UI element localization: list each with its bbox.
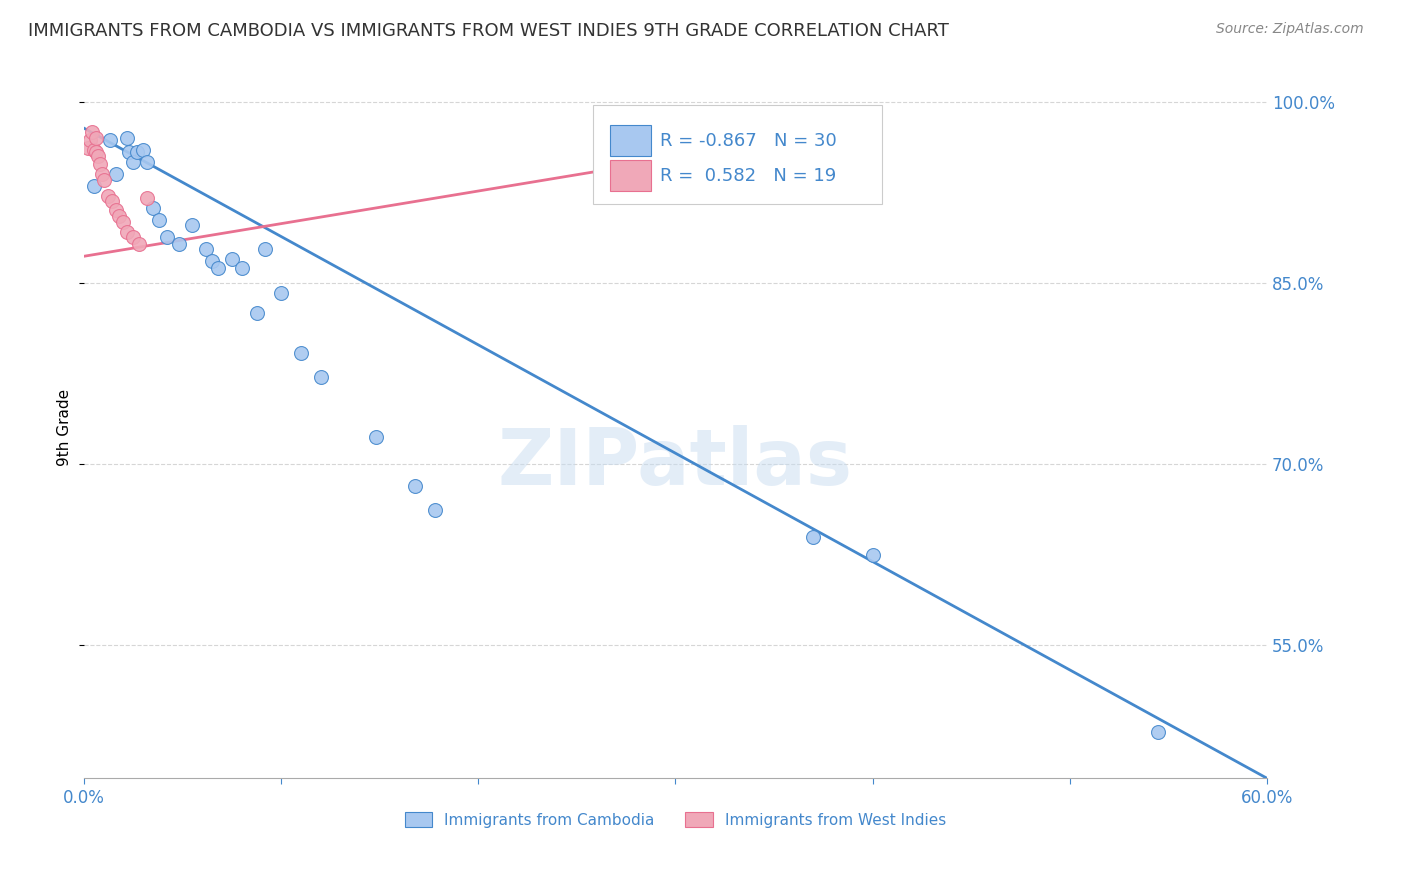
Text: Source: ZipAtlas.com: Source: ZipAtlas.com xyxy=(1216,22,1364,37)
FancyBboxPatch shape xyxy=(610,125,651,156)
Y-axis label: 9th Grade: 9th Grade xyxy=(58,389,72,467)
Point xyxy=(80,125,103,139)
Point xyxy=(108,210,131,224)
Point xyxy=(309,370,332,384)
Point xyxy=(221,252,243,266)
Point xyxy=(93,173,115,187)
Text: R = -0.867   N = 30: R = -0.867 N = 30 xyxy=(659,131,837,150)
Point xyxy=(97,189,120,203)
FancyBboxPatch shape xyxy=(610,161,651,191)
Point xyxy=(246,306,269,320)
Point xyxy=(122,230,145,244)
Point xyxy=(84,145,107,160)
Point xyxy=(112,215,135,229)
Text: IMMIGRANTS FROM CAMBODIA VS IMMIGRANTS FROM WEST INDIES 9TH GRADE CORRELATION CH: IMMIGRANTS FROM CAMBODIA VS IMMIGRANTS F… xyxy=(28,22,949,40)
Point xyxy=(181,218,204,232)
Point xyxy=(127,145,149,160)
Point xyxy=(1147,725,1170,739)
Point xyxy=(423,503,446,517)
Text: ZIPatlas: ZIPatlas xyxy=(498,425,853,501)
Point xyxy=(207,261,229,276)
Point xyxy=(136,155,159,169)
Point xyxy=(148,213,170,227)
FancyBboxPatch shape xyxy=(593,105,883,203)
Point xyxy=(104,167,127,181)
Point xyxy=(77,140,100,154)
Point xyxy=(270,285,292,300)
Point xyxy=(104,203,127,218)
Point xyxy=(83,179,105,194)
Point xyxy=(201,254,224,268)
Point xyxy=(404,479,426,493)
Point xyxy=(290,346,312,360)
Point xyxy=(132,143,155,157)
Point xyxy=(79,133,101,147)
Point xyxy=(122,155,145,169)
Point xyxy=(136,191,159,205)
Point xyxy=(98,133,121,147)
Point xyxy=(195,242,218,256)
Legend: Immigrants from Cambodia, Immigrants from West Indies: Immigrants from Cambodia, Immigrants fro… xyxy=(398,805,952,834)
Point xyxy=(117,131,139,145)
Point xyxy=(117,225,139,239)
Point xyxy=(83,143,105,157)
Point xyxy=(364,430,387,444)
Point xyxy=(167,237,190,252)
Point xyxy=(89,157,111,171)
Point xyxy=(100,194,122,208)
Point xyxy=(803,530,825,544)
Point xyxy=(128,237,150,252)
Point xyxy=(87,149,110,163)
Point xyxy=(118,145,141,160)
Point xyxy=(231,261,253,276)
Text: R =  0.582   N = 19: R = 0.582 N = 19 xyxy=(659,167,837,185)
Point xyxy=(84,131,107,145)
Point xyxy=(156,230,179,244)
Point xyxy=(862,548,884,562)
Point xyxy=(90,167,112,181)
Point xyxy=(254,242,277,256)
Point xyxy=(142,201,165,215)
